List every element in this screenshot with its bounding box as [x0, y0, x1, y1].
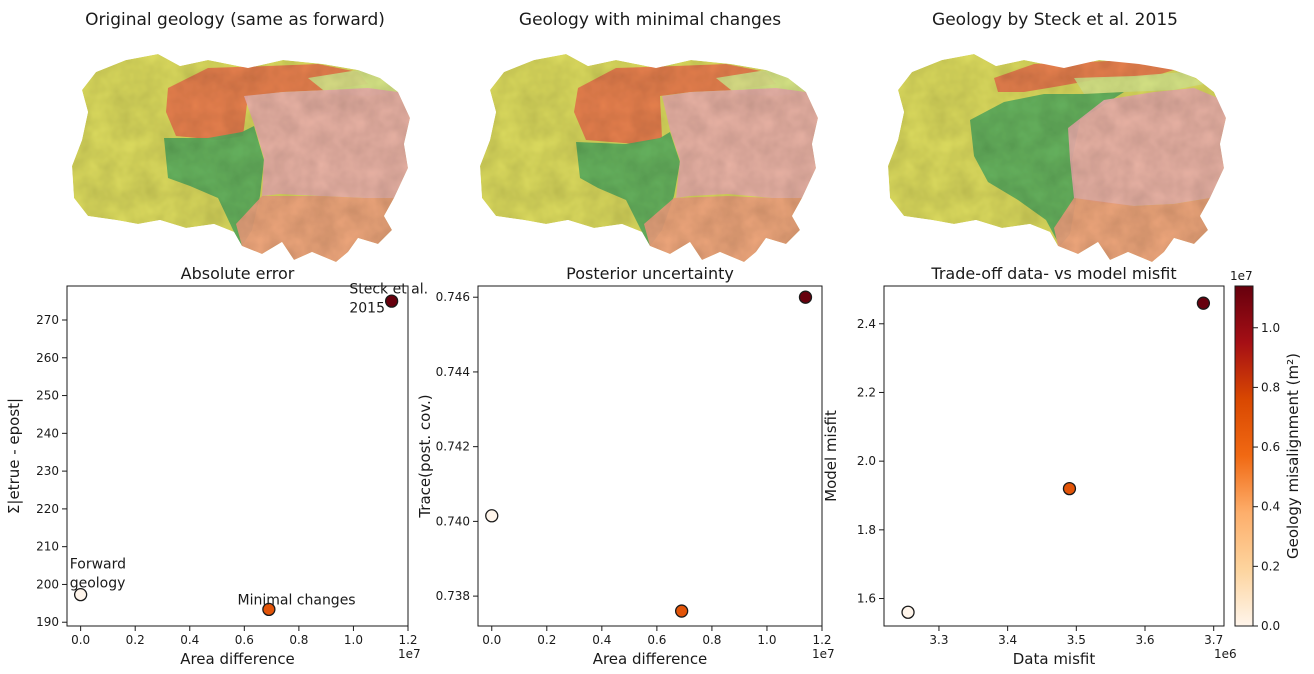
x-tick-label: 0.6	[647, 633, 666, 647]
y-tick-label: 190	[36, 615, 59, 629]
chart-absolute-error: Absolute error 0.0 0.2 0.4 0.6 0.8 1.0 1.2 190 20…	[5, 264, 428, 668]
chart-trade-off: Trade-off data- vs model misfit 3.3 3.4 3.5…	[822, 264, 1237, 668]
x-tick-label: 3.4	[998, 633, 1017, 647]
x-tick-label: 0.0	[71, 633, 90, 647]
chart-posterior-uncertainty: Posterior uncertainty 0.0 0.2 0.4 0.6 0.8 1.0 1…	[416, 264, 835, 668]
geology-unit	[244, 88, 410, 198]
y-tick-label: 0.738	[436, 589, 470, 603]
x-exponent: 1e7	[398, 647, 421, 661]
y-tick-label: 250	[36, 389, 59, 403]
plot-frame	[66, 285, 409, 627]
y-axis-label: Model misfit	[822, 410, 840, 502]
plot-frame	[883, 285, 1225, 627]
plot-frame	[477, 285, 823, 627]
scatter-point	[384, 294, 399, 308]
map-title-minimal: Geology with minimal changes	[519, 10, 781, 30]
geology-unit	[1068, 88, 1226, 206]
colorbar: 1e7 Geology misalignment (m²) 0.0 0.2 0.4 0…	[1230, 269, 1302, 633]
scatter-point	[1196, 296, 1211, 310]
geology-units	[72, 54, 410, 262]
geology-map-original	[72, 54, 410, 262]
y-tick-label: 1.8	[857, 523, 876, 537]
point-annotation: Minimal changes	[238, 592, 356, 608]
y-axis-label: Σ|etrue - epost|	[5, 398, 23, 514]
chart-title: Posterior uncertainty	[566, 264, 734, 283]
x-exponent: 1e6	[1214, 647, 1237, 661]
geology-unit	[970, 92, 1124, 246]
map-title-original: Original geology (same as forward)	[85, 10, 385, 30]
y-tick-label: 2.4	[857, 317, 876, 331]
x-tick-label: 0.2	[126, 633, 145, 647]
x-axis-label: Data misfit	[1013, 650, 1096, 668]
x-tick-label: 3.7	[1204, 633, 1223, 647]
geology-units	[888, 54, 1226, 262]
point-annotation: Steck et al. 2015	[349, 282, 428, 317]
colorbar-exponent: 1e7	[1230, 269, 1253, 283]
x-tick-label: 1.0	[344, 633, 363, 647]
x-axis-label: Area difference	[180, 650, 295, 668]
y-tick-label: 200	[36, 577, 59, 591]
x-tick-label: 3.3	[929, 633, 948, 647]
x-tick-label: 3.6	[1135, 633, 1154, 647]
colorbar-tick-label: 0.6	[1261, 440, 1280, 454]
x-tick-label: 1.2	[812, 633, 831, 647]
x-tick-label: 0.4	[180, 633, 199, 647]
colorbar-tick-label: 0.8	[1261, 380, 1280, 394]
colorbar-tick-label: 0.2	[1261, 559, 1280, 573]
colorbar-tick-label: 1.0	[1261, 321, 1280, 335]
colorbar-gradient	[1234, 285, 1254, 627]
x-axis-label: Area difference	[593, 650, 708, 668]
scatter-point	[901, 605, 915, 619]
point-annotation: Forward geology	[70, 557, 126, 592]
geology-unit	[236, 196, 394, 262]
scatter-point	[674, 604, 689, 618]
x-tick-label: 1.0	[757, 633, 776, 647]
x-tick-label: 3.5	[1067, 633, 1086, 647]
geology-unit	[994, 60, 1174, 92]
x-tick-label: 0.8	[702, 633, 721, 647]
x-tick-label: 0.2	[537, 633, 556, 647]
y-tick-label: 260	[36, 351, 59, 365]
geology-unit	[1074, 72, 1204, 94]
scatter-point	[798, 290, 813, 304]
scatter-point	[262, 602, 276, 617]
y-axis-label: Trace(post. cov.)	[416, 394, 434, 518]
geology-unit	[164, 126, 264, 246]
map-title-steck: Geology by Steck et al. 2015	[932, 10, 1178, 30]
geology-map-minimal	[480, 54, 818, 262]
chart-title: Trade-off data- vs model misfit	[930, 264, 1176, 283]
colorbar-tick-label: 0.4	[1261, 500, 1280, 514]
y-tick-label: 0.742	[436, 440, 470, 454]
y-tick-label: 270	[36, 313, 59, 327]
x-exponent: 1e7	[812, 647, 835, 661]
x-tick-label: 0.0	[482, 633, 501, 647]
x-tick-label: 0.4	[592, 633, 611, 647]
y-tick-label: 2.2	[857, 385, 876, 399]
y-tick-label: 230	[36, 464, 59, 478]
y-tick-label: 1.6	[857, 592, 876, 606]
x-tick-label: 1.2	[398, 633, 417, 647]
y-tick-label: 0.740	[436, 514, 470, 528]
scatter-point	[73, 587, 88, 602]
colorbar-tick-label: 0.0	[1261, 619, 1280, 633]
y-tick-label: 220	[36, 502, 59, 516]
y-tick-label: 240	[36, 426, 59, 440]
geology-units	[480, 54, 818, 262]
scatter-point	[485, 509, 499, 523]
geology-map-steck	[888, 54, 1226, 262]
y-tick-label: 2.0	[857, 454, 876, 468]
geology-unit	[644, 196, 802, 262]
scatter-point	[1062, 481, 1077, 496]
geology-unit	[662, 88, 818, 198]
x-tick-label: 0.6	[235, 633, 254, 647]
geology-unit	[1054, 198, 1210, 262]
x-tick-label: 0.8	[289, 633, 308, 647]
chart-title: Absolute error	[181, 264, 295, 283]
y-tick-label: 0.746	[436, 290, 470, 304]
y-tick-label: 210	[36, 540, 59, 554]
y-tick-label: 0.744	[436, 365, 470, 379]
colorbar-label: Geology misalignment (m²)	[1284, 353, 1302, 559]
